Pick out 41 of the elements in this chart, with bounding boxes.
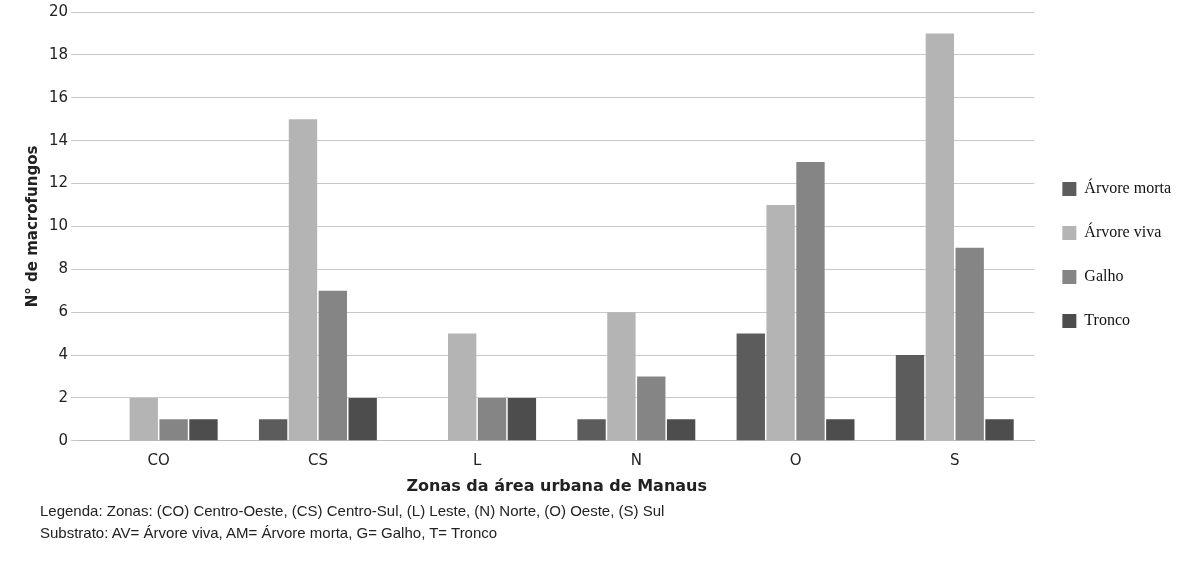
y-tick-label: 12 [48,173,69,192]
y-tick-label: 2 [58,387,69,406]
y-tick-label: 4 [58,344,69,363]
bar [348,397,377,441]
bar [189,419,218,441]
legend-label: Árvore morta [1084,178,1172,197]
bar [666,419,696,441]
bar [796,162,825,441]
legend-label: Galho [1084,267,1124,285]
bar [955,247,984,441]
y-axis-title: N° de macrofungos [22,145,41,308]
y-tick-label: 14 [48,130,69,149]
y-tick-label: 16 [48,87,69,106]
y-tick-label: 8 [58,259,69,278]
legend-label: Árvore viva [1084,222,1162,241]
bar [507,397,537,441]
x-tick-label: S [949,450,960,469]
x-tick-label: O [789,450,802,469]
y-tick-label: 18 [48,44,69,63]
x-tick-label: L [472,450,482,469]
y-tick-label: 6 [58,302,69,321]
bar [637,376,666,441]
bar [577,419,606,441]
x-tick-label: CS [307,450,328,469]
x-tick-label: N [630,450,642,469]
x-tick-label: CO [147,450,170,469]
y-tick-label: 0 [58,430,69,449]
y-tick-label: 20 [48,1,69,20]
bar [318,290,348,441]
bar [258,419,288,441]
x-axis-title: Zonas da área urbana de Manaus [406,475,708,495]
bar [477,397,507,441]
legend-label: Tronco [1084,311,1131,329]
bar [736,333,765,441]
y-tick-label: 10 [48,216,69,235]
bar [159,419,188,441]
bar [826,419,855,441]
text: Substrato: AV= Árvore viva, AM= Árvore morta, G= Galho, T= Tronco [40,523,499,543]
bar [895,355,925,441]
text: Legenda: Zonas: (CO) Centro-Oeste, (CS) Centro-Sul, (L) Leste, (N) Norte, (O) Oeste, (S) Sul [40,501,666,521]
bar [985,419,1014,441]
